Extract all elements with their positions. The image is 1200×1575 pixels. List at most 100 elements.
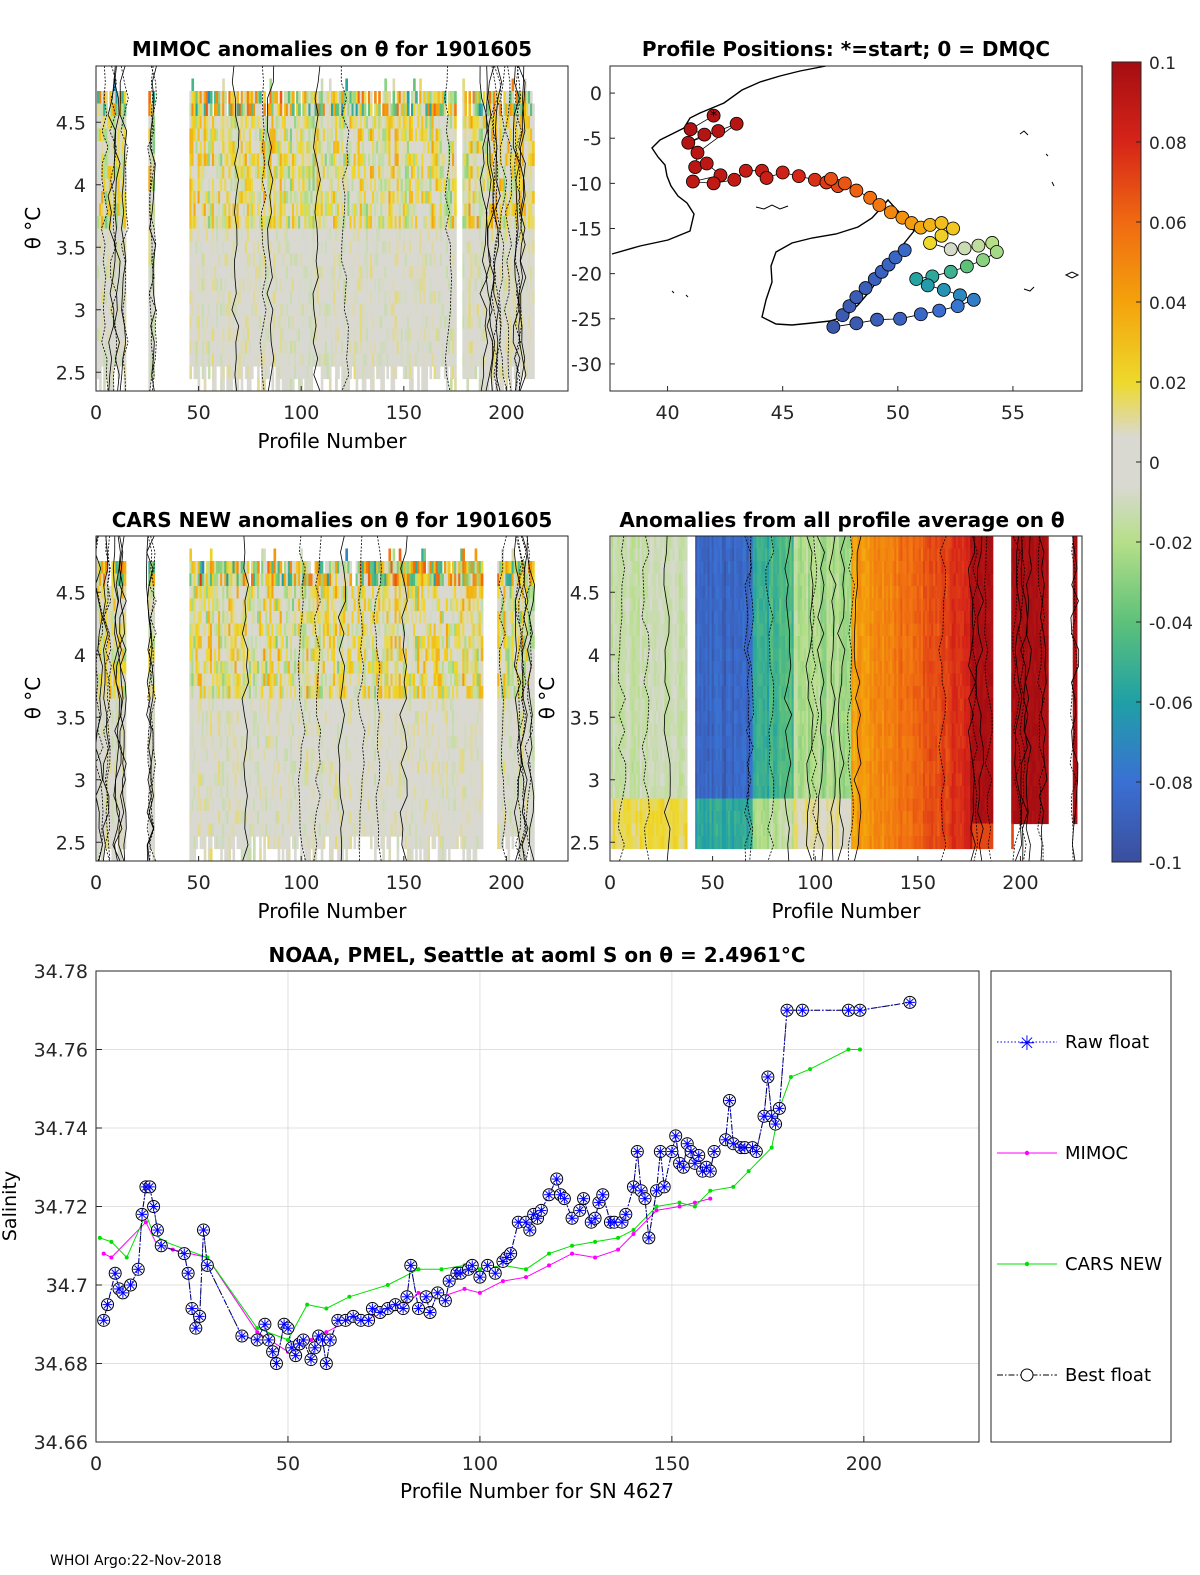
heatmap-cell <box>302 266 305 280</box>
heatmap-cell <box>123 748 127 762</box>
heatmap-cell <box>257 378 260 391</box>
heatmap-cell <box>382 341 385 355</box>
heatmap-cell <box>107 686 110 700</box>
heatmap-cell <box>435 203 439 217</box>
heatmap-cell <box>318 91 322 105</box>
heatmap-cell <box>378 253 381 267</box>
heatmap-cell <box>392 291 396 305</box>
heatmap-cell <box>341 153 344 167</box>
heatmap-cell <box>501 378 504 391</box>
heatmap-cell <box>396 328 400 342</box>
heatmap-cell <box>113 353 117 367</box>
heatmap-cell <box>103 561 106 575</box>
heatmap-cell <box>398 178 402 192</box>
heatmap-cell <box>419 353 422 367</box>
heatmap-cell <box>230 141 234 155</box>
heatmap-cell <box>109 661 112 675</box>
heatmap-cell <box>365 178 369 192</box>
heatmap-cell <box>441 216 445 230</box>
heatmap-cell <box>242 303 246 317</box>
heatmap-cell <box>226 228 229 242</box>
heatmap-cell <box>402 228 406 242</box>
heatmap-cell <box>480 128 484 142</box>
heatmap-cell <box>117 686 121 700</box>
heatmap-cell <box>201 103 205 117</box>
heatmap-cell <box>101 573 104 587</box>
heatmap-cell <box>478 366 482 380</box>
heatmap-cell <box>203 103 207 117</box>
heatmap-cell <box>252 91 256 105</box>
heatmap-cell <box>302 103 305 117</box>
x-tick-label: 55 <box>1001 402 1025 424</box>
heatmap-cell <box>372 303 375 317</box>
heatmap-cell <box>417 191 420 205</box>
heatmap-cell <box>488 366 492 380</box>
heatmap-cell <box>99 353 102 367</box>
heatmap-cell <box>201 203 205 217</box>
heatmap-cell <box>396 353 400 367</box>
heatmap-cell <box>398 228 402 242</box>
heatmap-cell <box>152 141 156 155</box>
heatmap-cell <box>388 178 392 192</box>
heatmap-cell <box>443 153 447 167</box>
heatmap-cell <box>384 191 387 205</box>
heatmap-cell <box>123 723 127 737</box>
heatmap-cell <box>306 91 309 105</box>
heatmap-cell <box>197 773 201 787</box>
heatmap-cell <box>203 278 207 292</box>
heatmap-cell <box>450 303 453 317</box>
heatmap-cell <box>289 203 293 217</box>
heatmap-cell <box>486 178 490 192</box>
heatmap-cell <box>339 278 342 292</box>
heatmap-cell <box>486 328 490 342</box>
heatmap-cell <box>515 191 519 205</box>
heatmap-cell <box>240 166 244 180</box>
heatmap-cell <box>113 341 117 355</box>
heatmap-cell <box>287 316 291 330</box>
heatmap-cell <box>392 366 396 380</box>
heatmap-cell <box>226 141 229 155</box>
heatmap-cell <box>388 253 392 267</box>
heatmap-cell <box>189 786 193 800</box>
heatmap-cell <box>230 166 234 180</box>
heatmap-cell <box>279 216 283 230</box>
heatmap-cell <box>207 103 211 117</box>
heatmap-cell <box>324 328 328 342</box>
heatmap-cell <box>207 786 211 800</box>
heatmap-cell <box>361 191 365 205</box>
heatmap-cell <box>226 241 229 255</box>
heatmap-cell <box>495 341 498 355</box>
heatmap-cell <box>216 178 219 192</box>
heatmap-cell <box>224 178 227 192</box>
heatmap-cell <box>148 328 151 342</box>
heatmap-cell <box>195 216 199 230</box>
heatmap-cell <box>193 153 197 167</box>
heatmap-cell <box>201 166 205 180</box>
heatmap-cell <box>314 178 318 192</box>
heatmap-cell <box>207 328 211 342</box>
heatmap-cell <box>244 141 248 155</box>
heatmap-cell <box>205 598 209 612</box>
heatmap-cell <box>495 228 498 242</box>
heatmap-cell <box>505 141 509 155</box>
heatmap-cell <box>302 191 305 205</box>
heatmap-cell <box>226 128 229 142</box>
heatmap-cell <box>349 203 353 217</box>
heatmap-cell <box>222 141 225 155</box>
heatmap-cell <box>320 91 324 105</box>
heatmap-cell <box>417 316 420 330</box>
heatmap-cell <box>316 141 320 155</box>
heatmap-cell <box>111 586 115 600</box>
heatmap-cell <box>404 166 408 180</box>
heatmap-cell <box>503 203 507 217</box>
heatmap-cell <box>255 253 258 267</box>
heatmap-cell <box>464 266 468 280</box>
heatmap-cell <box>406 303 410 317</box>
heatmap-cell <box>107 623 110 637</box>
heatmap-cell <box>300 128 303 142</box>
heatmap-cell <box>207 291 211 305</box>
heatmap-cell <box>495 128 498 142</box>
heatmap-cell <box>191 241 195 255</box>
heatmap-cell <box>478 278 482 292</box>
heatmap-cell <box>123 253 127 267</box>
